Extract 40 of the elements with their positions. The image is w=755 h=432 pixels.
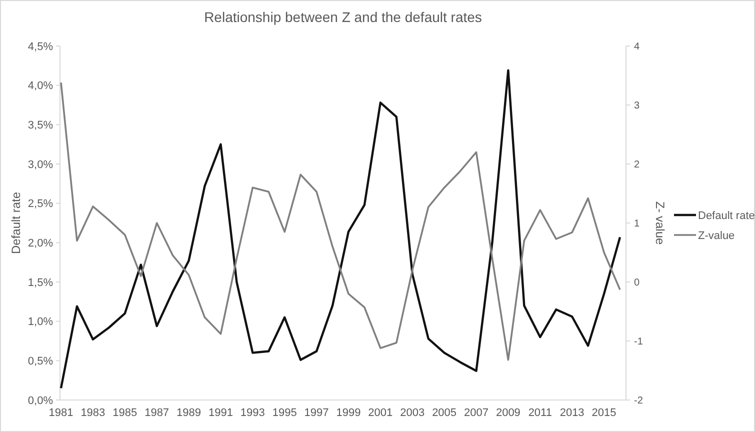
y2-tick-label: 1 [634,218,640,230]
x-tick-label: 1995 [272,407,297,419]
legend-label: Default rate [698,210,755,222]
y-tick-label: 1,0% [28,316,54,328]
y2-tick-label: -2 [634,396,644,406]
x-tick-label: 1991 [208,407,233,419]
y2-axis-title: Z- value [653,201,667,245]
x-tick-label: 1993 [240,407,265,419]
x-tick-label: 2015 [592,407,616,419]
x-tick-label: 1999 [336,407,361,419]
x-tick-label: 2011 [528,407,552,419]
y-tick-label: 0,5% [28,356,54,368]
legend-label: Z-value [698,230,735,242]
y-tick-label: 3,5% [28,120,54,132]
x-tick-label: 1997 [304,407,329,419]
y2-tick-label: -1 [634,336,644,348]
x-tick-label: 1981 [48,407,74,419]
x-tick-label: 2013 [560,407,584,419]
x-tick-label: 1983 [80,407,106,419]
y-tick-label: 2,5% [28,198,54,210]
y-tick-label: 3,0% [28,158,54,171]
x-tick-label: 2007 [464,407,488,419]
x-tick-label: 2003 [400,407,425,419]
y-axis-title: Default rate [9,192,23,254]
x-tick-label: 2005 [432,407,457,419]
y-tick-label: 0,0% [28,394,54,407]
y2-tick-label: 2 [634,160,640,170]
y-tick-label: 2,0% [28,238,54,250]
x-tick-label: 2009 [496,407,520,419]
y-tick-label: 4,5% [28,40,54,53]
x-tick-label: 1989 [176,407,202,419]
x-tick-label: 1985 [112,407,138,419]
y2-tick-label: 0 [634,278,640,288]
y2-tick-label: 4 [634,42,640,52]
y2-tick-label: 3 [634,100,640,112]
y-tick-label: 4,0% [28,80,54,92]
y-tick-label: 1,5% [28,276,54,289]
x-tick-label: 2001 [368,407,393,419]
x-tick-label: 1987 [144,407,170,419]
chart-title: Relationship between Z and the default rates [204,9,482,25]
